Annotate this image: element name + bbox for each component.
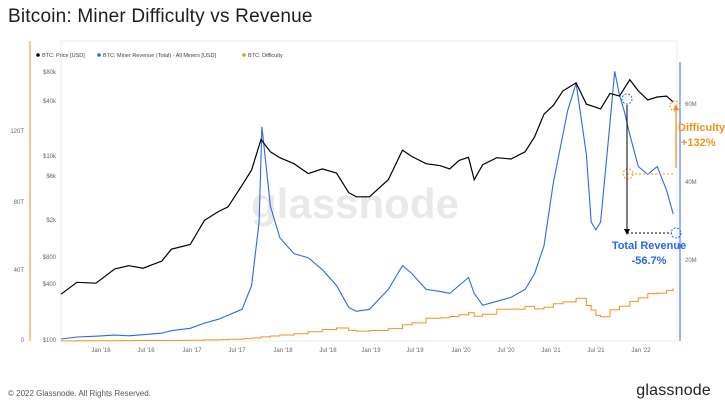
- plot-frame: [60, 40, 678, 342]
- y-axis-difficulty: 120T 80T 40T 0: [10, 129, 24, 344]
- x-tick: Jul '19: [406, 348, 424, 354]
- y-tick-price: $400: [43, 282, 57, 288]
- price-series-line: [60, 78, 674, 295]
- x-tick: Jul '21: [587, 348, 605, 354]
- y-tick-price: $800: [43, 255, 57, 261]
- y-tick-difficulty: 40T: [14, 268, 25, 274]
- watermark: glassnode: [251, 180, 459, 227]
- annotation-difficulty-marker: [622, 100, 681, 180]
- y-axis-revenue: 60M 40M 20M: [685, 102, 697, 264]
- x-tick: Jan '21: [541, 348, 561, 354]
- x-tick: Jan '22: [631, 348, 651, 354]
- revenue-start-circle: [621, 93, 633, 105]
- legend-marker-revenue: [97, 53, 101, 57]
- y-tick-price: $80k: [43, 70, 57, 76]
- glassnode-logo: glassnode: [636, 382, 711, 399]
- difficulty-start-circle: [622, 168, 634, 180]
- y-tick-difficulty: 0: [21, 338, 25, 344]
- x-axis: Jan '16 Jul '16 Jan '17 Jul '17 Jan '18 …: [91, 348, 651, 354]
- copyright-text: © 2022 Glassnode. All Rights Reserved.: [8, 389, 151, 398]
- y-tick-price: $40k: [43, 99, 57, 105]
- y-tick-price: $100: [43, 338, 57, 344]
- legend-marker-price: [36, 53, 40, 57]
- y-axis-price: $80k $40k $10k $6k $2k $800 $400 $100: [43, 70, 57, 344]
- y-tick-price: $6k: [46, 174, 57, 180]
- annotation-revenue-marker: [621, 93, 682, 239]
- y-tick-price: $2k: [46, 218, 57, 224]
- y-tick-price: $10k: [43, 154, 57, 160]
- x-tick: Jul '20: [497, 348, 515, 354]
- x-tick: Jan '20: [451, 348, 471, 354]
- x-tick: Jan '17: [182, 348, 202, 354]
- x-tick: Jul '18: [319, 348, 337, 354]
- legend-marker-difficulty: [242, 53, 246, 57]
- annotation-difficulty-value: +132%: [681, 137, 716, 149]
- chart-title: Bitcoin: Miner Difficulty vs Revenue: [8, 6, 313, 27]
- chart-canvas: glassnode BTC: Price [USD] BTC: Miner Re…: [10, 40, 725, 354]
- y-tick-revenue: 20M: [685, 258, 697, 264]
- annotation-revenue-value: -56.7%: [632, 255, 667, 267]
- x-tick: Jan '19: [361, 348, 381, 354]
- y-tick-difficulty: 80T: [14, 200, 25, 206]
- revenue-arrow-head: [624, 229, 630, 235]
- difficulty-end-circle: [669, 100, 681, 112]
- x-tick: Jan '18: [273, 348, 293, 354]
- y-tick-revenue: 60M: [685, 102, 697, 108]
- difficulty-series-line: [61, 288, 674, 342]
- x-tick: Jul '17: [228, 348, 246, 354]
- y-tick-revenue: 40M: [685, 180, 697, 186]
- revenue-end-circle: [670, 227, 682, 239]
- legend-label-revenue: BTC: Miner Revenue (Total) - All Miners …: [103, 53, 217, 59]
- legend-label-price: BTC: Price [USD]: [42, 53, 85, 59]
- annotation-revenue-label: Total Revenue: [612, 240, 686, 252]
- x-tick: Jan '16: [91, 348, 111, 354]
- revenue-series-line: [60, 71, 674, 340]
- annotation-difficulty-label: Difficulty: [678, 122, 725, 134]
- legend: BTC: Price [USD] BTC: Miner Revenue (Tot…: [36, 53, 283, 59]
- difficulty-arrow-head: [673, 104, 679, 110]
- y-tick-difficulty: 120T: [10, 129, 24, 135]
- legend-label-difficulty: BTC: Difficulty: [248, 53, 283, 59]
- x-tick: Jul '16: [137, 348, 155, 354]
